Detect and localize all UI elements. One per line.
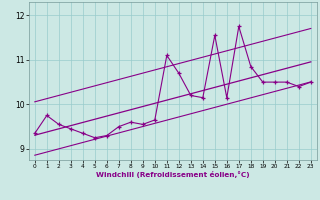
X-axis label: Windchill (Refroidissement éolien,°C): Windchill (Refroidissement éolien,°C)	[96, 171, 250, 178]
